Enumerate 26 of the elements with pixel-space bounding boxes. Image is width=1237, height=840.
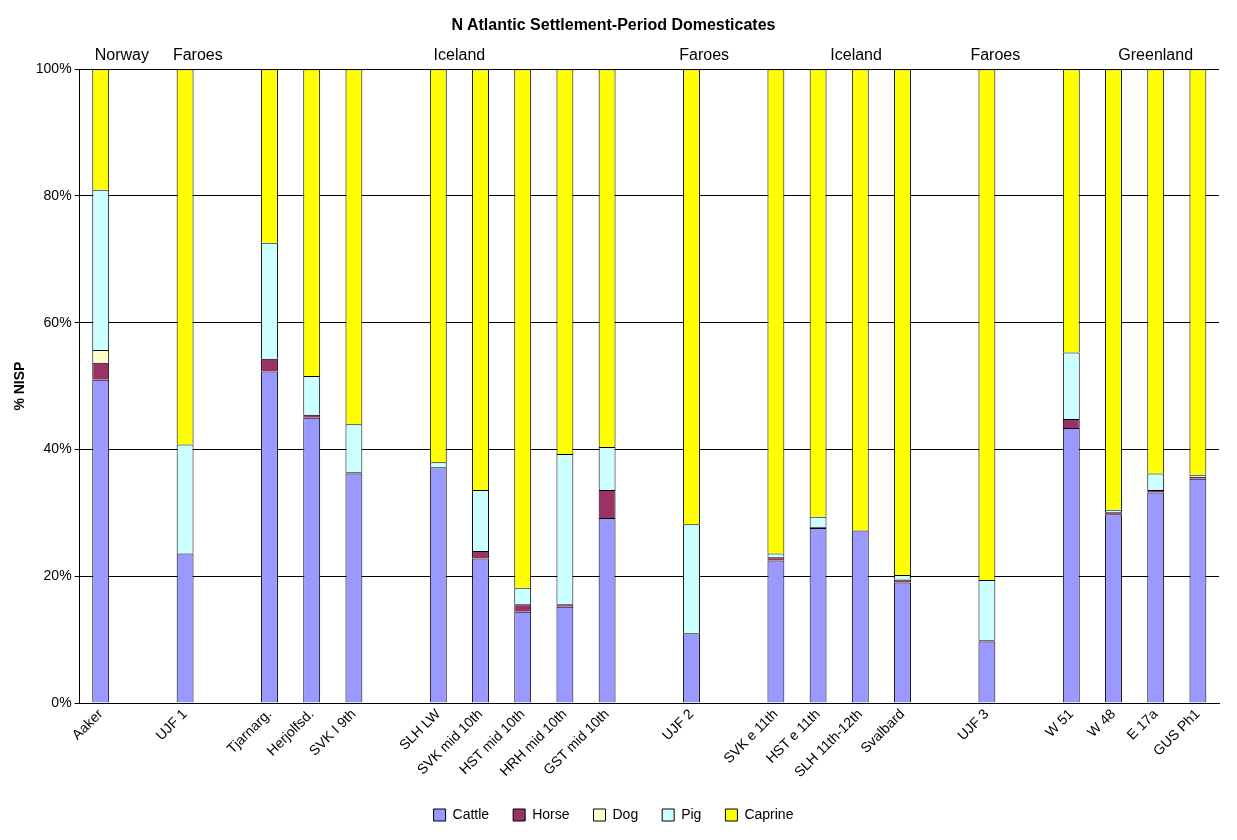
- y-axis-title: % NISP: [11, 361, 28, 411]
- x-tick-label: W 51: [1041, 705, 1077, 740]
- legend-label: Cattle: [452, 805, 490, 822]
- y-tick-label: 80%: [43, 186, 72, 203]
- text: Norway: [94, 45, 149, 63]
- x-tick-label: UJF 3: [954, 705, 992, 744]
- chart-title: N Atlantic Settlement-Period Domesticates: [451, 16, 776, 34]
- y-tick-label: 20%: [43, 567, 72, 584]
- text: Faroes: [172, 45, 223, 63]
- legend-label: Caprine: [744, 805, 794, 822]
- x-tick-label: W 48: [1083, 705, 1119, 740]
- legend-label: Pig: [681, 805, 702, 822]
- x-tick-label: UJF 1: [152, 705, 191, 744]
- text: Iceland: [830, 45, 882, 63]
- x-tick-label: UJF 2: [658, 705, 697, 744]
- legend-label: Dog: [612, 805, 639, 822]
- text: Faroes: [679, 45, 730, 63]
- y-tick-label: 40%: [43, 440, 72, 457]
- y-tick-label: 0%: [51, 693, 72, 710]
- x-tick-label: E 17a: [1123, 705, 1161, 743]
- text: Greenland: [1118, 45, 1194, 63]
- text: Iceland: [433, 45, 486, 63]
- y-tick-label: 100%: [35, 60, 72, 77]
- legend-label: Horse: [532, 805, 570, 822]
- y-tick-label: 60%: [43, 313, 72, 330]
- text: Faroes: [970, 45, 1021, 63]
